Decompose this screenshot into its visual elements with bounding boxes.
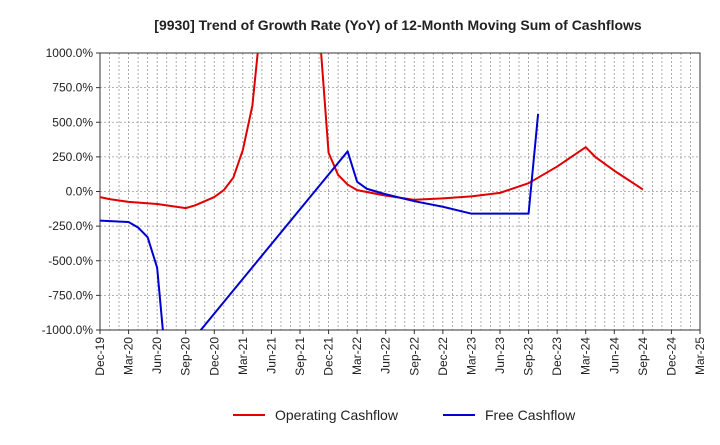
y-tick-label: 750.0% (52, 81, 93, 95)
y-tick-label: 1000.0% (46, 46, 94, 60)
series-line-operating-cashflow (100, 53, 644, 210)
legend-label: Free Cashflow (485, 407, 576, 423)
x-tick-label: Dec-24 (664, 337, 678, 376)
x-tick-label: Jun-21 (264, 337, 278, 374)
x-tick-label: Mar-22 (350, 337, 364, 375)
y-tick-label: 250.0% (52, 150, 93, 164)
y-tick-label: -500.0% (48, 254, 93, 268)
y-tick-label: 0.0% (66, 185, 94, 199)
plot-frame (99, 52, 701, 331)
x-axis-tick-labels: Dec-19 Mar-20 Jun-20 Sep-20 Dec-20 Mar-21 Jun-… (93, 337, 707, 376)
legend-label: Operating Cashflow (275, 407, 399, 423)
x-tick-label: Mar-24 (579, 337, 593, 375)
x-tick-label: Dec-22 (436, 337, 450, 376)
series-layer (100, 53, 644, 330)
x-tick-label: Sep-22 (407, 337, 421, 376)
y-tick-label: 500.0% (52, 115, 93, 129)
chart-title: [9930] Trend of Growth Rate (YoY) of 12-… (154, 17, 642, 33)
x-tick-label: Sep-23 (522, 337, 536, 376)
x-tick-label: Sep-21 (293, 337, 307, 376)
y-tick-label: -1000.0% (42, 323, 94, 337)
x-tick-label: Mar-25 (693, 337, 707, 375)
y-tick-label: -250.0% (48, 219, 93, 233)
x-tick-label: Jun-22 (379, 337, 393, 374)
x-tick-label: Dec-23 (550, 337, 564, 376)
x-tick-label: Mar-21 (236, 337, 250, 375)
x-tick-label: Dec-19 (93, 337, 107, 376)
grid-lines (99, 52, 701, 331)
x-tick-label: Sep-24 (636, 337, 650, 376)
legend: Operating Cashflow Free Cashflow (233, 407, 576, 423)
x-tick-label: Sep-20 (179, 337, 193, 376)
x-tick-label: Jun-20 (150, 337, 164, 374)
x-tick-label: Jun-23 (493, 337, 507, 374)
x-tick-label: Mar-23 (464, 337, 478, 375)
x-tick-label: Mar-20 (122, 337, 136, 375)
x-tick-label: Dec-20 (207, 337, 221, 376)
y-tick-label: -750.0% (48, 288, 93, 302)
x-tick-label: Dec-21 (322, 337, 336, 376)
x-tick-label: Jun-24 (607, 337, 621, 374)
y-axis-tick-labels: 1000.0% 750.0% 500.0% 250.0% 0.0% -250.0% -500… (42, 46, 94, 337)
series-line-free-cashflow (100, 113, 540, 330)
axes (96, 52, 701, 334)
